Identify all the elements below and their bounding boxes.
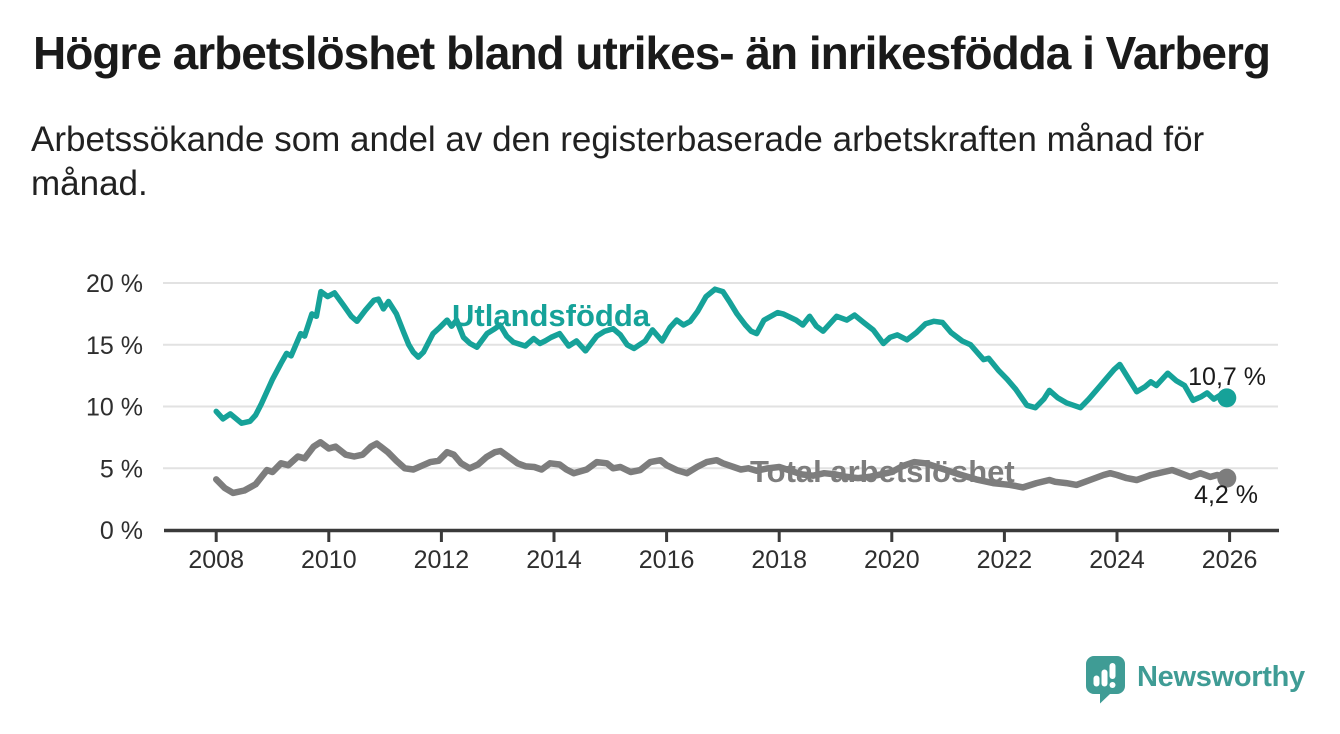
newsworthy-logo-text: Newsworthy — [1137, 661, 1305, 693]
axis-layer — [164, 528, 1279, 542]
chart-text-layer: 2008 2010 2012 2014 2016 2018 2020 2022 … — [86, 270, 1266, 574]
end-dot-series-0 — [1217, 388, 1237, 408]
x-tick-label-2016: 2016 — [639, 546, 695, 574]
y-tick-label-15: 15 % — [86, 332, 143, 360]
page-title: Högre arbetslöshet bland utrikes- än inr… — [33, 27, 1271, 79]
x-tick-label-2008: 2008 — [188, 546, 244, 574]
end-dot-series-1 — [1217, 468, 1237, 488]
x-tick-label-2022: 2022 — [977, 546, 1033, 574]
chart-subtitle: Arbetssökande som andel av den registerb… — [31, 118, 1271, 206]
y-tick-label-0: 0 % — [100, 517, 143, 545]
x-tick-label-2012: 2012 — [414, 546, 470, 574]
x-tick-label-2024: 2024 — [1089, 546, 1145, 574]
newsworthy-logo: Newsworthy — [1086, 656, 1305, 706]
y-tick-label-20: 20 % — [86, 270, 143, 298]
logo-bar-medium — [1101, 669, 1108, 687]
series-layer — [212, 286, 1237, 497]
end-value-label-total: 4,2 % — [1194, 481, 1258, 509]
series-label-total-arbetsloshet: Total arbetslöshet — [750, 454, 1015, 489]
x-tick-label-2014: 2014 — [526, 546, 582, 574]
end-value-label-utlandsfodda: 10,7 % — [1188, 363, 1266, 391]
line-series-1 — [212, 439, 1231, 497]
x-tick-label-2020: 2020 — [864, 546, 920, 574]
logo-bar-small — [1093, 675, 1100, 687]
logo-exclamation-dot — [1109, 682, 1116, 688]
x-tick-label-2026: 2026 — [1202, 546, 1258, 574]
y-tick-label-5: 5 % — [100, 455, 143, 483]
y-tick-label-10: 10 % — [86, 394, 143, 422]
gridline-layer — [163, 282, 1278, 470]
line-series-0 — [213, 286, 1230, 426]
x-tick-label-2010: 2010 — [301, 546, 357, 574]
subtitle-line-1: Arbetssökande som andel av den registerb… — [31, 120, 1205, 159]
series-label-utlandsfodda: Utlandsfödda — [452, 298, 651, 333]
x-tick-label-2018: 2018 — [751, 546, 807, 574]
newsworthy-logo-icon — [1086, 656, 1125, 704]
subtitle-line-2: månad. — [31, 164, 148, 203]
logo-exclamation-bar — [1109, 663, 1116, 679]
